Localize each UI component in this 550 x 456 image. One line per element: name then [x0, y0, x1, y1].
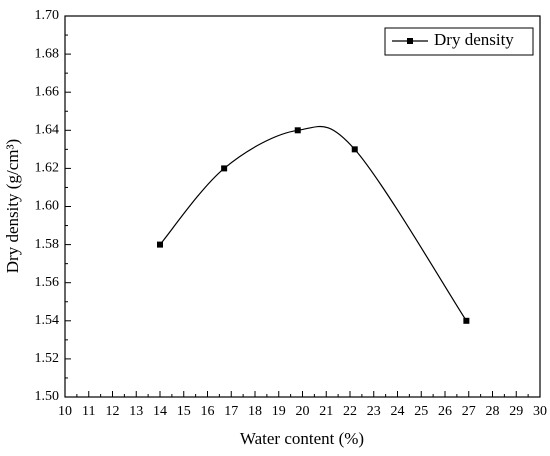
- x-tick-label: 13: [129, 404, 143, 419]
- y-tick-label: 1.68: [35, 46, 60, 61]
- y-tick-label: 1.56: [35, 275, 60, 290]
- y-tick-label: 1.54: [35, 313, 60, 328]
- x-tick-label: 30: [533, 404, 547, 419]
- x-tick-label: 14: [153, 404, 167, 419]
- y-tick-label: 1.50: [35, 389, 60, 404]
- legend-label: Dry density: [434, 30, 514, 49]
- x-tick-label: 25: [414, 404, 428, 419]
- y-axis-label: Dry density (g/cm³): [3, 139, 22, 273]
- x-tick-label: 20: [296, 404, 310, 419]
- x-tick-label: 11: [82, 404, 95, 419]
- marker: [463, 317, 470, 324]
- y-tick-label: 1.70: [35, 8, 60, 23]
- y-tick-label: 1.60: [35, 199, 60, 214]
- x-tick-label: 24: [391, 404, 405, 419]
- marker: [221, 165, 228, 172]
- x-tick-label: 21: [319, 404, 333, 419]
- x-tick-label: 23: [367, 404, 381, 419]
- y-tick-label: 1.52: [35, 351, 60, 366]
- x-tick-label: 17: [224, 404, 238, 419]
- marker: [157, 241, 163, 248]
- x-tick-label: 15: [177, 404, 191, 419]
- x-tick-label: 10: [58, 404, 72, 419]
- x-tick-label: 12: [106, 404, 120, 419]
- data-line: [159, 125, 467, 322]
- x-tick-label: 29: [509, 404, 523, 419]
- x-tick-label: 22: [343, 404, 357, 419]
- x-tick-label: 28: [486, 404, 500, 419]
- y-tick-label: 1.66: [35, 84, 60, 99]
- y-tick-label: 1.58: [35, 237, 60, 252]
- y-tick-label: 1.62: [35, 161, 60, 176]
- marker: [294, 127, 301, 134]
- x-tick-label: 16: [201, 404, 215, 419]
- plot-frame: [64, 15, 541, 398]
- marker: [351, 146, 358, 153]
- x-axis-label: Water content (%): [240, 429, 364, 448]
- x-tick-label: 26: [438, 404, 452, 419]
- x-tick-label: 18: [248, 404, 262, 419]
- y-tick-label: 1.64: [35, 123, 60, 138]
- x-tick-label: 19: [272, 404, 286, 419]
- legend-marker: [407, 38, 413, 44]
- x-tick-label: 27: [462, 404, 476, 419]
